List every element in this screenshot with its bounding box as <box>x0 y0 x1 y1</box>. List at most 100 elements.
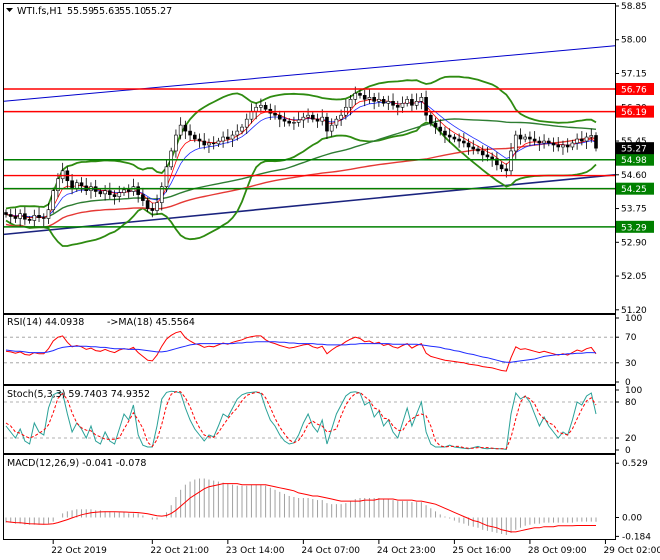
candle-body <box>193 134 197 140</box>
candle-body <box>400 102 405 108</box>
candle-body <box>452 136 457 140</box>
candle-body <box>532 138 537 142</box>
stoch-tick-label: 100 <box>625 386 642 396</box>
time-tick-label: 29 Oct 02:00 <box>603 546 660 556</box>
candle-body <box>211 142 216 145</box>
candle-body <box>381 99 386 104</box>
time-tick-label: 24 Oct 23:00 <box>377 546 436 556</box>
rsi-tick-label: 70 <box>625 333 637 343</box>
candle-body <box>575 138 579 144</box>
time-tick-label: 22 Oct 2019 <box>51 546 107 556</box>
ma-long-line <box>5 137 596 228</box>
candle-body <box>358 93 362 96</box>
candle-body <box>551 142 556 146</box>
stoch-tick-label: 20 <box>625 434 637 444</box>
macd-panel-title: MACD(12,26,9) -0.041 -0.078 <box>7 458 146 469</box>
candle-body <box>367 97 372 100</box>
rsi-ma-line <box>5 341 597 363</box>
candle-body <box>108 190 112 195</box>
time-tick-label: 25 Oct 16:00 <box>452 546 511 556</box>
candle-body <box>8 214 13 217</box>
candle-body <box>103 190 107 195</box>
candle-body <box>589 135 594 138</box>
candle-body <box>277 114 282 120</box>
level-tag-label: 56.76 <box>621 85 647 95</box>
candle-body <box>75 182 79 189</box>
candle-body <box>546 140 551 144</box>
rsi-plot <box>4 330 615 372</box>
candle-body <box>542 140 546 144</box>
stoch-plot <box>4 390 615 450</box>
rsi-tick-label: 0 <box>625 378 631 388</box>
candle-body <box>136 186 140 195</box>
price-tick-label: 51.20 <box>621 306 647 316</box>
candle-body <box>27 218 32 221</box>
candle-body <box>310 114 315 120</box>
candle-body <box>141 194 145 201</box>
rsi-tick-label: 30 <box>625 359 637 369</box>
level-tag-label: 56.19 <box>621 108 647 118</box>
candle-body <box>60 170 65 180</box>
candle-body <box>98 191 103 195</box>
macd-tick-label: 0.529 <box>622 459 648 469</box>
candle-body <box>4 212 8 215</box>
axes: 58.8558.0057.1556.3055.4554.6053.7552.90… <box>51 2 660 556</box>
candle-body <box>244 118 249 128</box>
ohlc-close: 55.27 <box>145 6 172 17</box>
time-tick-label: 24 Oct 07:00 <box>301 546 360 556</box>
level-tag-box <box>616 105 654 118</box>
candle-body <box>46 209 51 219</box>
candle-body <box>18 213 22 219</box>
candle-body <box>471 146 476 150</box>
candle-body <box>561 144 565 148</box>
stoch-panel-frame <box>3 385 616 454</box>
level-tag-box <box>616 182 654 195</box>
candle-body <box>216 140 221 145</box>
candle-body <box>424 97 428 116</box>
candle-body <box>377 99 381 102</box>
candle-body <box>306 114 310 118</box>
candle-body <box>117 192 122 197</box>
time-tick-label: 28 Oct 09:00 <box>528 546 587 556</box>
stoch-tick-label: 80 <box>625 398 637 408</box>
candle-body <box>339 114 343 120</box>
candle-body <box>301 116 306 121</box>
candle-body <box>282 118 287 122</box>
candle-body <box>325 116 329 132</box>
stoch-panel-title: Stoch(5,3,3) 59.7403 74.9352 <box>7 389 150 400</box>
candle-body <box>518 134 523 140</box>
candle-body <box>499 164 504 170</box>
ohlc-high: 55.63 <box>93 6 120 17</box>
candle-body <box>70 180 74 189</box>
candle-body <box>315 118 320 122</box>
candle-body <box>504 168 509 172</box>
candle-body <box>353 93 358 100</box>
candle-body <box>584 136 589 142</box>
candle-body <box>240 126 244 132</box>
rsi-panel-frame <box>3 314 616 385</box>
dropdown-triangle-icon[interactable] <box>6 8 13 12</box>
candle-body <box>32 214 37 221</box>
macd-plot <box>5 478 597 535</box>
candle-body <box>126 189 131 192</box>
ohlc-open: 55.59 <box>67 6 94 17</box>
level-tag-box <box>616 82 654 95</box>
candle-body <box>202 140 207 146</box>
candle-body <box>414 101 419 106</box>
candle-body <box>155 202 159 211</box>
candle-body <box>56 178 60 191</box>
candle-body <box>556 144 561 148</box>
time-tick-label: 22 Oct 21:00 <box>150 546 209 556</box>
candle-body <box>457 138 461 142</box>
candle-body <box>513 134 518 152</box>
stoch-tick-label: 0 <box>625 446 631 456</box>
candle-body <box>174 134 178 152</box>
candle-body <box>273 112 277 116</box>
candle-body <box>164 166 169 187</box>
candle-body <box>183 124 188 132</box>
rsi-ma-title: ->MA(18) 45.5564 <box>107 317 195 328</box>
candle-body <box>386 101 391 104</box>
ma-slow-line <box>5 118 597 218</box>
price-panel-title: WTI.fs,H1 <box>17 6 63 17</box>
ohlc-low: 55.10 <box>119 6 146 17</box>
